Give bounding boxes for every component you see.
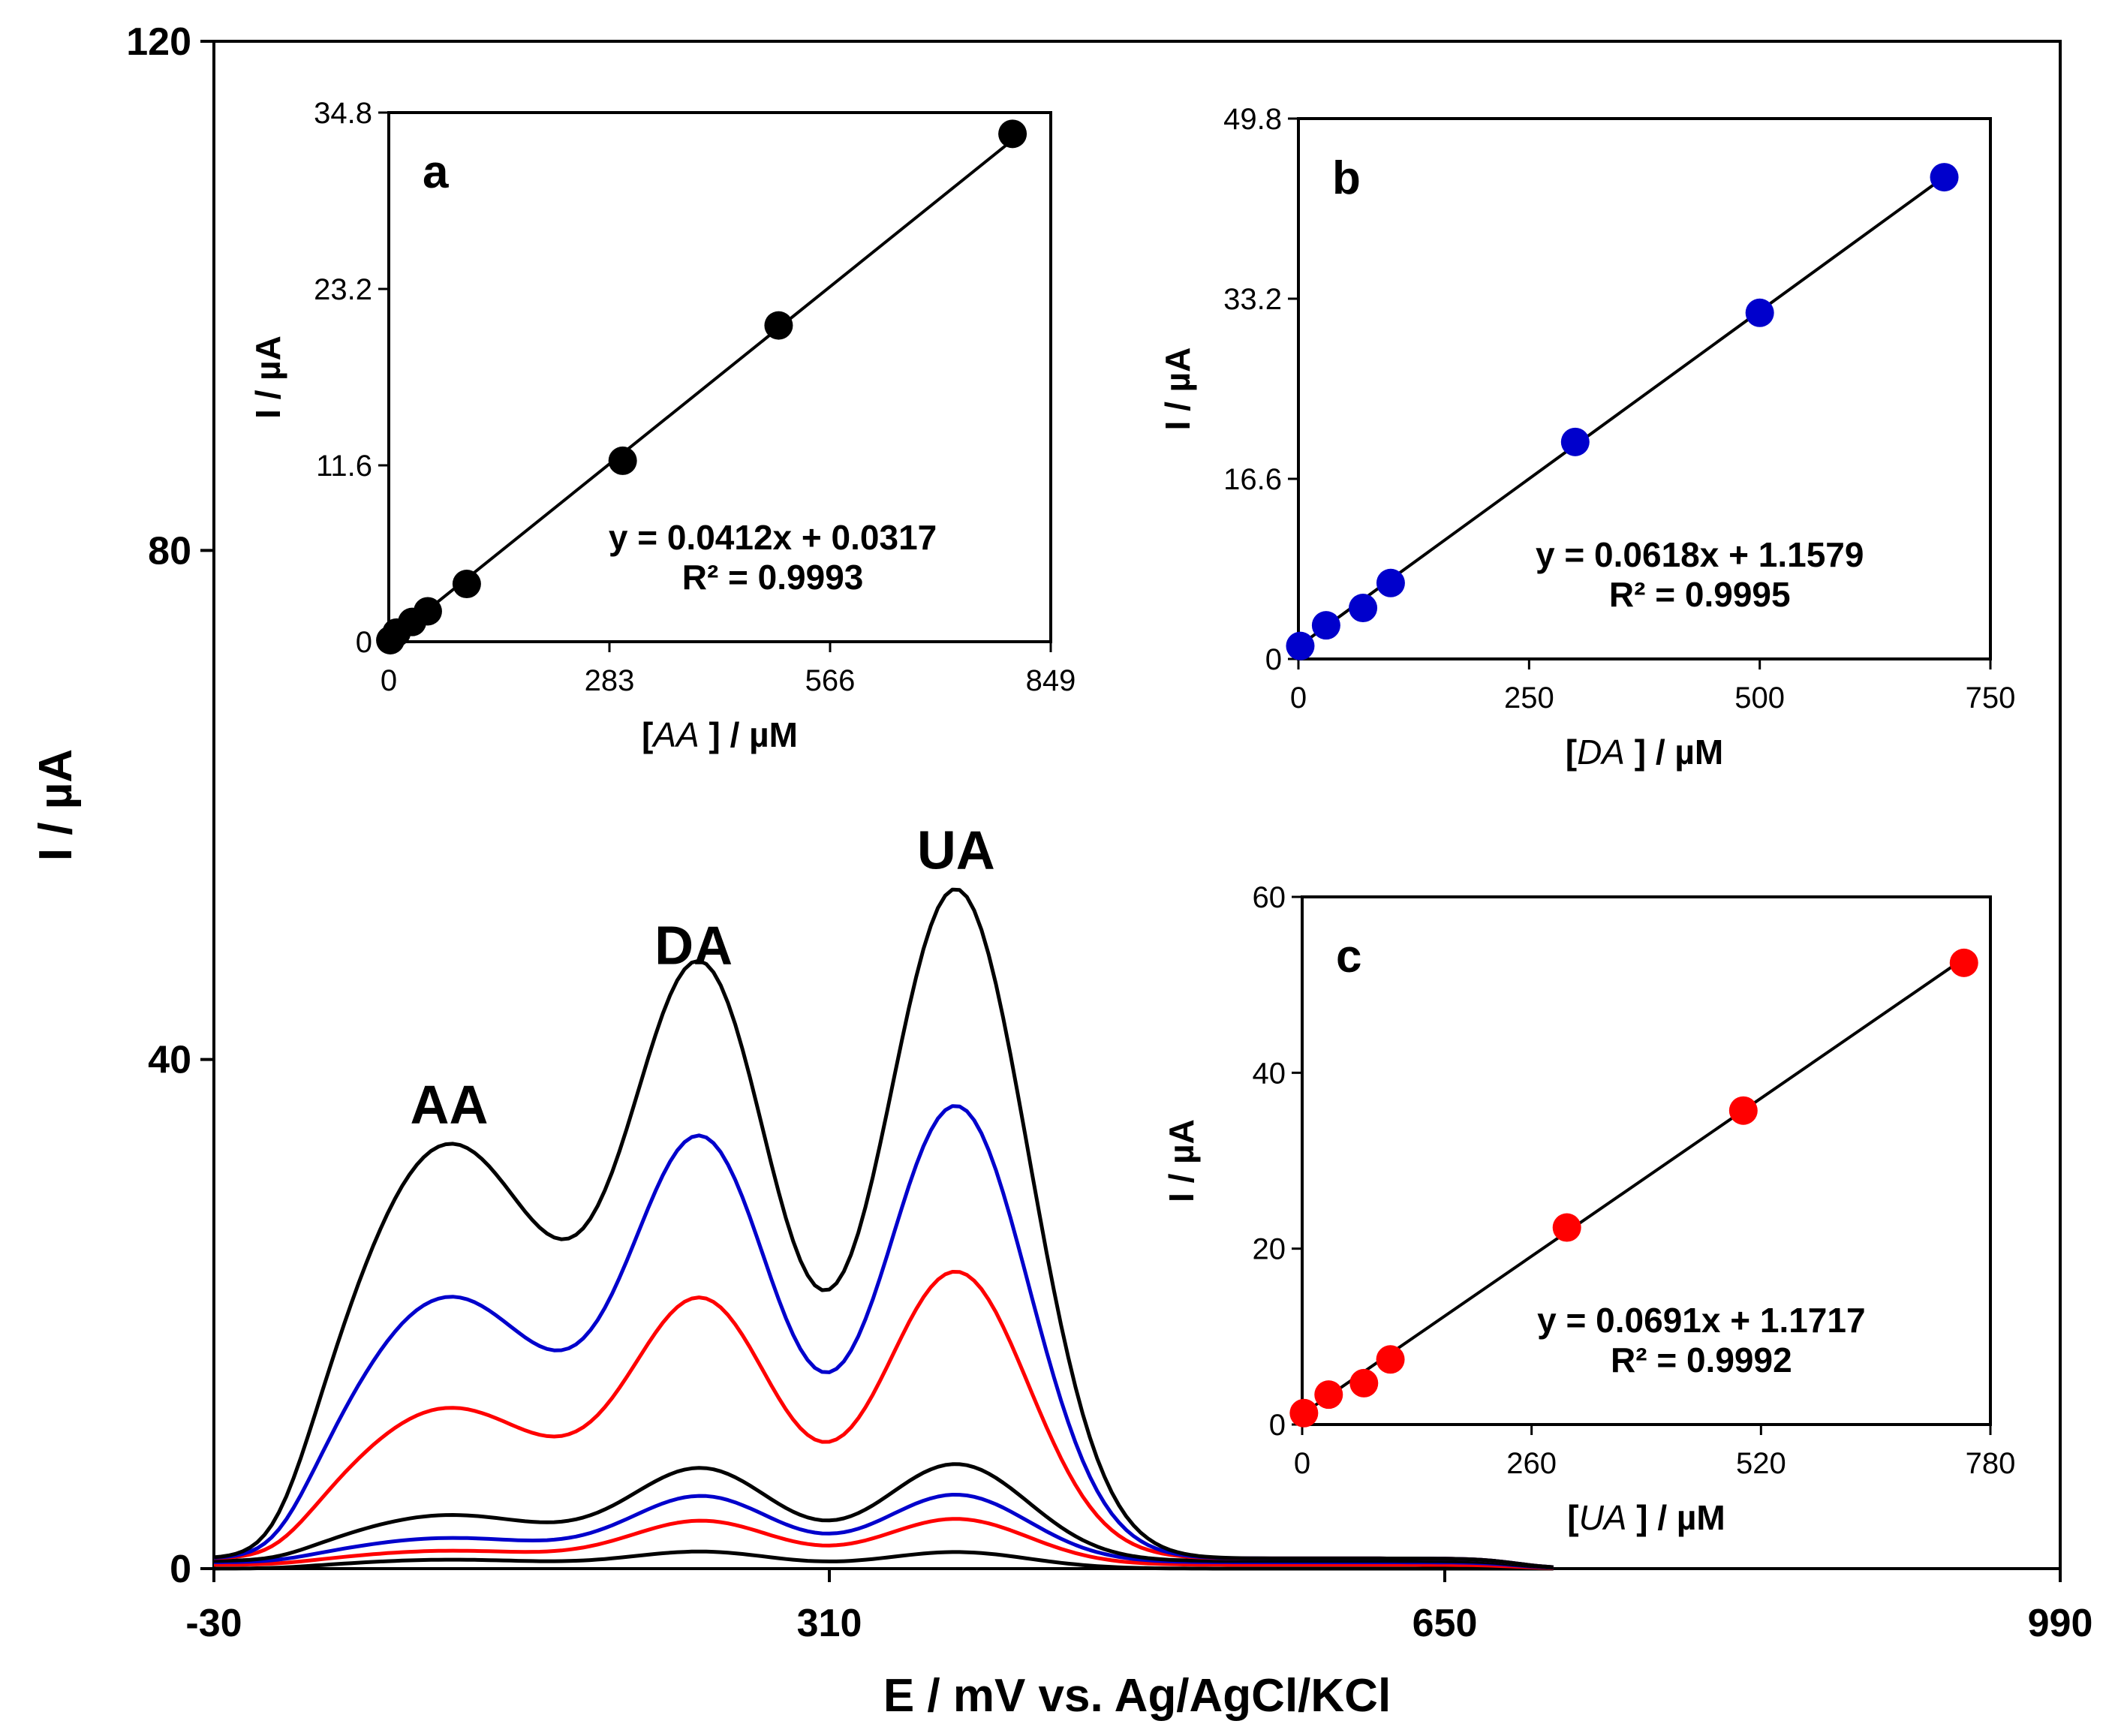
inset-b-x-axis-species: DA (1577, 733, 1625, 772)
dpv-curve-1 (213, 1549, 1554, 1571)
inset-b-y-tick-label: 0 (1265, 643, 1282, 676)
inset-a-panel-label: a (423, 146, 449, 198)
inset-a-point (452, 570, 481, 599)
inset-a-chart: 0 283 566 849 0 11.6 23.2 34.8 a y = 0.0412x + 0.… (248, 97, 1076, 754)
inset-c-y-tick-label: 20 (1253, 1233, 1286, 1266)
main-x-axis-title: E / mV vs. Ag/AgCl/KCl (883, 1670, 1391, 1722)
inset-b-point (1311, 611, 1340, 640)
inset-c-chart: 0 260 520 780 0 20 40 60 c y = 0.0691x + 1.1717R²… (1162, 881, 2015, 1537)
inset-b-x-tick-label: 750 (1966, 681, 2016, 715)
inset-a-x-axis-title: [AA ] / µM (642, 715, 798, 754)
main-x-tick-label: 650 (1413, 1602, 1478, 1645)
inset-c-x-axis-species: UA (1579, 1498, 1627, 1537)
inset-b-point (1560, 427, 1590, 456)
inset-a-equation: y = 0.0412x + 0.0317 (609, 518, 937, 557)
inset-c-point (1552, 1213, 1581, 1242)
inset-b-point (1349, 594, 1378, 623)
inset-c-point (1349, 1368, 1379, 1398)
inset-c-y-tick-label: 0 (1269, 1409, 1286, 1442)
inset-b-x-tick-label: 500 (1734, 681, 1785, 715)
inset-a-point (764, 311, 793, 340)
inset-c-y-axis-title: I / µA (1162, 1119, 1201, 1202)
inset-a-y-tick-label: 23.2 (314, 273, 372, 306)
inset-c-x-tick-label: 0 (1294, 1447, 1310, 1480)
inset-a-y-tick-label: 11.6 (316, 450, 372, 483)
inset-c-x-tick-label: 780 (1966, 1447, 2016, 1480)
inset-c-equation: y = 0.0691x + 1.1717 (1537, 1301, 1865, 1340)
inset-b-y-tick-label: 16.6 (1223, 463, 1282, 496)
inset-a-y-tick-label: 34.8 (314, 97, 372, 130)
main-chart: -30 310 650 990 0 40 80 120 E / mV vs. Ag/AgCl/K… (30, 20, 2092, 1722)
inset-a-x-tick-label: 566 (805, 664, 856, 697)
peak-label-aa: AA (411, 1075, 489, 1135)
inset-b-fit-line (1297, 174, 1948, 648)
inset-a-x-tick-label: 283 (585, 664, 635, 697)
inset-b-point (1376, 568, 1405, 597)
inset-c-point (1949, 948, 1978, 977)
main-y-axis-title: I / µA (30, 749, 82, 861)
inset-a-y-axis-title: I / µA (248, 335, 287, 419)
main-x-tick-label: 990 (2028, 1602, 2093, 1645)
inset-c-x-tick-label: 520 (1736, 1447, 1786, 1480)
inset-c-fit-line (1301, 955, 1967, 1416)
inset-b-r-squared: R² = 0.9995 (1609, 575, 1791, 614)
inset-b-point (1930, 163, 1959, 192)
inset-b-x-tick-label: 0 (1290, 681, 1307, 715)
inset-c-point (1314, 1380, 1343, 1410)
inset-a-x-axis-prefix: [ (642, 715, 653, 754)
dpv-curve-2 (213, 1517, 1554, 1570)
inset-a-x-axis-suffix: ] / µM (699, 715, 798, 754)
inset-a-r-squared: R² = 0.9993 (682, 558, 864, 597)
main-y-tick-label: 120 (126, 20, 191, 64)
peak-label-ua: UA (917, 820, 995, 880)
inset-b-equation: y = 0.0618x + 1.1579 (1536, 535, 1864, 574)
inset-a-point (608, 446, 637, 475)
inset-a-x-axis-species: AA (651, 715, 699, 754)
inset-a-x-tick-label: 849 (1026, 664, 1076, 697)
inset-c-y-tick-label: 40 (1253, 1057, 1286, 1090)
inset-a-fit-line (387, 137, 1015, 642)
inset-a-point (413, 597, 442, 626)
inset-b-x-axis-prefix: [ (1566, 733, 1577, 772)
inset-c-y-tick-label: 60 (1253, 881, 1286, 914)
inset-c-x-tick-label: 260 (1506, 1447, 1557, 1480)
inset-c-x-axis-suffix: ] / µM (1626, 1498, 1725, 1537)
inset-c-point (1376, 1345, 1405, 1374)
inset-b-x-tick-label: 250 (1504, 681, 1554, 715)
inset-a-x-tick-label: 0 (381, 664, 397, 697)
inset-b-chart: 0 250 500 750 0 16.6 33.2 49.8 b y = 0.0618x + 1.… (1158, 103, 2015, 772)
inset-b-point (1745, 298, 1774, 327)
main-y-tick-label: 0 (170, 1548, 191, 1591)
inset-c-point (1728, 1096, 1758, 1125)
inset-b-x-axis-suffix: ] / µM (1625, 733, 1723, 772)
inset-c-panel-label: c (1336, 931, 1361, 982)
inset-b-panel-label: b (1332, 152, 1361, 204)
peak-label-da: DA (654, 916, 733, 976)
inset-b-point (1286, 631, 1315, 660)
main-y-tick-label: 80 (148, 529, 191, 573)
inset-b-y-axis-title: I / µA (1158, 348, 1197, 431)
dpv-curve-7 (213, 887, 1554, 1569)
inset-c-r-squared: R² = 0.9992 (1611, 1340, 1792, 1379)
inset-a-point (998, 119, 1027, 149)
inset-a-y-tick-label: 0 (356, 626, 372, 659)
inset-b-y-tick-label: 49.8 (1223, 103, 1282, 136)
dpv-curve-4 (213, 1462, 1554, 1570)
main-y-tick-label: 40 (148, 1039, 191, 1082)
inset-b-y-tick-label: 33.2 (1223, 283, 1282, 316)
inset-c-point (1289, 1398, 1319, 1428)
inset-c-x-axis-prefix: [ (1567, 1498, 1578, 1537)
inset-b-x-axis-title: [DA ] / µM (1566, 733, 1724, 772)
main-x-tick-label: -30 (185, 1602, 242, 1645)
inset-c-x-axis-title: [UA ] / µM (1567, 1498, 1725, 1537)
main-x-tick-label: 310 (797, 1602, 862, 1645)
inset-b-frame (1297, 117, 1992, 660)
